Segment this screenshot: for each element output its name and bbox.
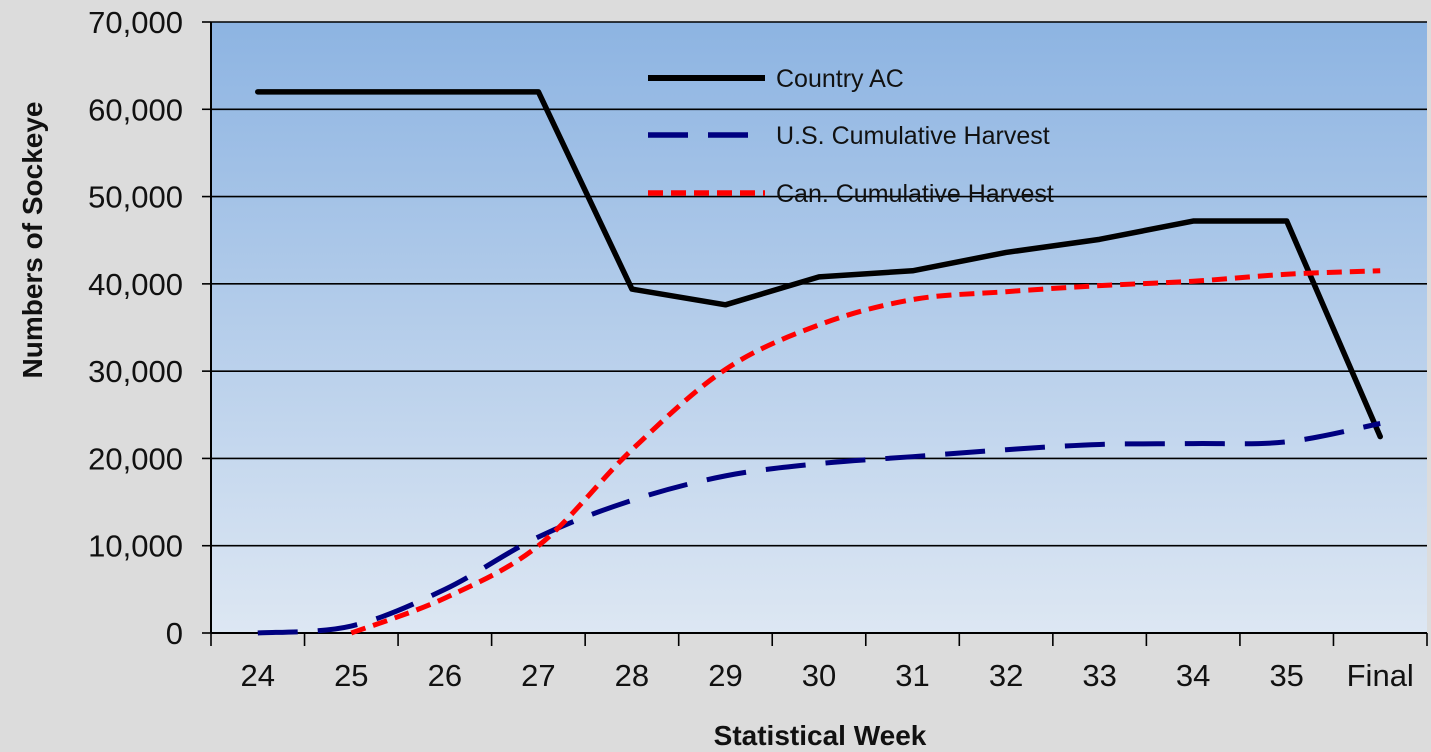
y-tick-label: 10,000 [88,529,183,564]
y-tick-label: 20,000 [88,441,183,476]
series-line [257,421,1381,636]
grid-lines [211,21,1427,547]
x-tick-label: 28 [615,658,649,693]
x-tick-label: 29 [708,658,742,693]
series-line [255,89,1383,440]
x-tick-label: 34 [1176,658,1210,693]
x-tick-label: 31 [895,658,929,693]
x-tick-label: 30 [802,658,836,693]
legend-label: Country AC [776,65,904,93]
x-tick-label: 26 [428,658,462,693]
x-tick-label: 24 [241,658,275,693]
x-tick-label: 27 [521,658,555,693]
x-axis-title: Statistical Week [714,720,927,751]
x-tick-label: 33 [1082,658,1116,693]
series-line [350,268,1381,636]
series-lines [255,89,1383,636]
x-tick-label: 35 [1269,658,1303,693]
y-axis-title: Numbers of Sockeye [17,102,48,379]
x-tick-label: 32 [989,658,1023,693]
legend-label: U.S. Cumulative Harvest [776,122,1050,150]
y-tick-label: 0 [166,616,183,651]
y-tick-label: 30,000 [88,354,183,389]
y-tick-label: 60,000 [88,92,183,127]
x-tick-label: 25 [334,658,368,693]
legend: Country AC U.S. Cumulative Harvest Can. Cu… [648,65,1054,208]
y-tick-label: 40,000 [88,267,183,302]
x-tick-label: Final [1347,658,1414,693]
y-tick-label: 70,000 [88,5,183,40]
plot-area [211,22,1427,633]
legend-label: Can. Cumulative Harvest [776,180,1054,208]
y-tick-label: 50,000 [88,180,183,215]
axes: 0 10,000 20,000 30,000 40,000 50,000 60,000 70,… [88,5,1428,693]
